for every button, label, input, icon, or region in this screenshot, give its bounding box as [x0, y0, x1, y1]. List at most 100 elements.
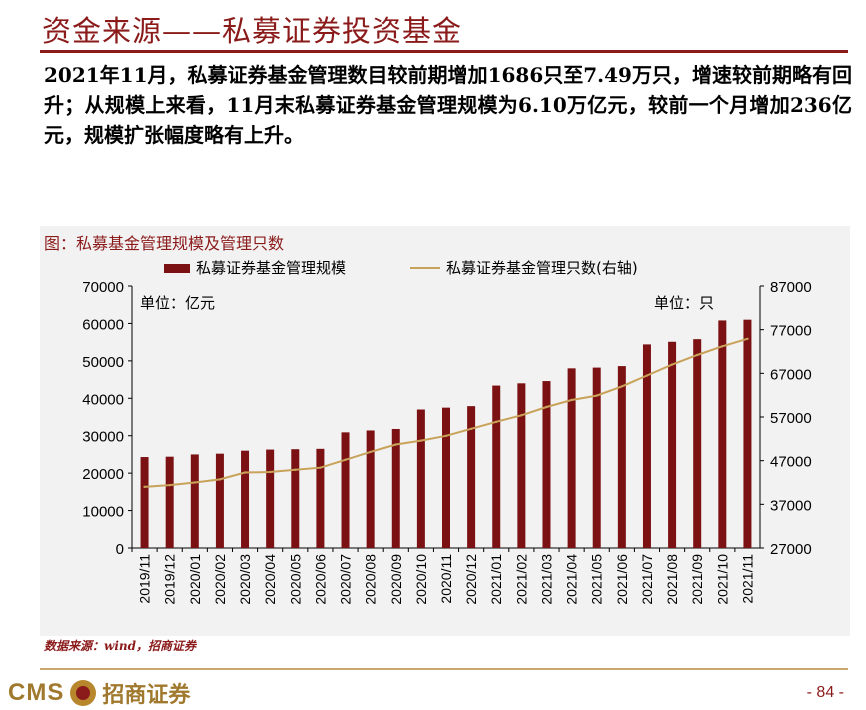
y-right-tick-label: 27000: [770, 541, 812, 558]
line-point: [520, 414, 523, 417]
bar-mark: [693, 339, 702, 548]
line-point: [721, 345, 724, 348]
bar-mark: [140, 457, 149, 548]
x-tick-label: 2020/10: [413, 554, 429, 605]
line-point: [746, 337, 749, 341]
line-point: [595, 394, 598, 397]
bar-mark: [190, 454, 199, 548]
page-title: 资金来源——私募证券投资基金: [42, 14, 463, 48]
line-point: [294, 468, 297, 472]
x-tick-label: 2020/07: [338, 554, 354, 605]
bar-mark: [617, 366, 626, 548]
x-tick-label: 2020/01: [187, 554, 203, 605]
x-tick-label: 2021/01: [488, 554, 504, 605]
line-point: [168, 483, 171, 487]
bar-mark: [517, 383, 526, 548]
legend-bar-label: 私募证券基金管理规模: [196, 259, 346, 277]
y-right-tick-label: 87000: [770, 279, 812, 296]
x-tick-label: 2021/02: [513, 554, 529, 605]
bar-mark: [165, 456, 174, 548]
y-left-tick-label: 30000: [82, 429, 124, 446]
logo-text-cn: 招商证券: [102, 682, 191, 708]
line-point: [369, 450, 372, 454]
line-point: [444, 434, 448, 437]
line-point: [469, 427, 473, 430]
x-tick-label: 2020/08: [363, 554, 379, 605]
x-tick-label: 2020/06: [312, 554, 328, 605]
chart-title: 图：私募基金管理规模及管理只数: [44, 234, 285, 253]
x-tick-label: 2020/04: [262, 554, 278, 605]
bar-mark: [316, 448, 325, 548]
y-left-unit-label: 单位：亿元: [140, 294, 215, 312]
bar-mark: [266, 449, 275, 548]
x-tick-label: 2021/08: [664, 554, 680, 605]
bar-mark: [668, 341, 677, 548]
line-point: [495, 420, 498, 424]
line-point: [545, 405, 548, 409]
line-point: [243, 471, 247, 474]
bar-mark: [215, 453, 224, 548]
y-left-tick-label: 40000: [82, 391, 124, 408]
y-right-tick-label: 77000: [770, 323, 812, 340]
line-point: [570, 398, 573, 402]
y-right-unit-label: 单位：只: [654, 294, 714, 312]
bar-mark: [391, 428, 400, 548]
y-left-tick-label: 70000: [82, 279, 124, 296]
line-point: [394, 443, 397, 446]
x-tick-label: 2020/12: [463, 554, 479, 605]
bar-mark: [492, 385, 501, 548]
x-tick-label: 2021/06: [614, 554, 630, 605]
bar-mark: [642, 344, 651, 548]
y-right-tick-label: 37000: [770, 497, 812, 514]
bar-mark: [467, 406, 476, 548]
y-left-tick-label: 50000: [82, 354, 124, 371]
line-point: [268, 470, 272, 474]
bar-mark: [241, 450, 250, 548]
x-tick-label: 2019/11: [137, 554, 153, 604]
y-left-tick-label: 0: [116, 541, 124, 558]
logo-badge-icon: [70, 680, 97, 706]
x-tick-label: 2020/09: [388, 554, 404, 605]
y-right-tick-label: 67000: [770, 366, 812, 383]
page-number: - 84 -: [806, 684, 844, 701]
x-tick-label: 2020/02: [212, 554, 228, 605]
y-left-tick-label: 20000: [82, 466, 124, 483]
x-tick-label: 2020/05: [287, 554, 303, 605]
x-tick-label: 2021/09: [689, 554, 705, 605]
logo-text-en: CMS: [8, 679, 65, 706]
bar-mark: [341, 432, 350, 548]
x-tick-label: 2021/11: [739, 554, 755, 604]
y-left-tick-label: 60000: [82, 316, 124, 333]
line-point: [419, 439, 423, 442]
bar-mark: [567, 368, 576, 548]
x-tick-label: 2021/10: [714, 554, 730, 605]
line-point: [193, 481, 196, 484]
x-tick-label: 2021/03: [538, 554, 554, 605]
legend-line-label: 私募证券基金管理只数(右轴): [446, 259, 638, 277]
legend-bar-swatch: [164, 264, 190, 273]
line-point: [344, 458, 347, 461]
y-right-tick-label: 57000: [770, 410, 812, 427]
footer-divider: [40, 668, 848, 670]
line-point: [319, 466, 322, 469]
bar-mark: [718, 320, 727, 548]
line-point: [645, 374, 649, 377]
x-tick-label: 2020/11: [438, 554, 454, 604]
bar-mark: [291, 449, 300, 548]
bar-mark: [416, 409, 425, 548]
bar-mark: [442, 407, 450, 548]
line-point: [670, 363, 674, 366]
line-point: [620, 385, 624, 388]
x-tick-label: 2021/07: [639, 554, 655, 605]
title-divider: [40, 50, 848, 53]
source-note: 数据来源：wind，招商证券: [44, 639, 197, 653]
summary-paragraph: 2021年11月，私募证券基金管理数目较前期增加1686只至7.49万只，增速较…: [44, 63, 852, 147]
x-tick-label: 2021/05: [589, 554, 605, 605]
line-point: [218, 478, 222, 481]
bar-mark: [743, 319, 752, 548]
y-right-tick-label: 47000: [770, 454, 812, 471]
line-point: [696, 353, 699, 357]
bar-mark: [542, 381, 551, 548]
bar-mark: [366, 430, 375, 548]
